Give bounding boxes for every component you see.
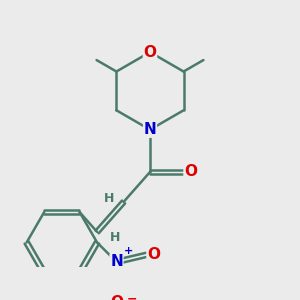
Text: H: H: [104, 192, 115, 205]
Text: −: −: [126, 292, 137, 300]
Text: N: N: [144, 122, 156, 137]
Text: O: O: [147, 247, 160, 262]
Text: O: O: [143, 45, 157, 60]
Text: +: +: [124, 246, 134, 256]
Text: N: N: [110, 254, 123, 269]
Text: O: O: [110, 295, 123, 300]
Text: O: O: [184, 164, 197, 179]
Text: H: H: [110, 231, 120, 244]
